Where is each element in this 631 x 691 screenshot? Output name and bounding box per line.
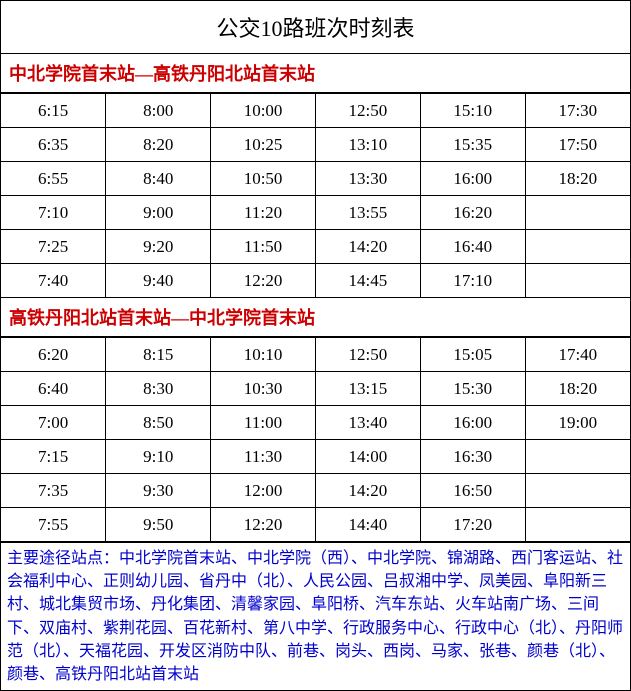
time-row: 7:159:1011:3014:0016:30	[1, 440, 630, 474]
time-cell: 6:40	[1, 372, 106, 406]
time-cell: 11:50	[211, 230, 316, 264]
time-cell: 13:30	[315, 162, 420, 196]
time-cell: 16:00	[420, 162, 525, 196]
section-header-inbound: 高铁丹阳北站首末站—中北学院首末站	[1, 298, 630, 337]
time-cell: 11:30	[211, 440, 316, 474]
time-cell	[525, 508, 630, 542]
time-cell: 9:30	[106, 474, 211, 508]
time-cell	[525, 264, 630, 298]
time-cell: 16:00	[420, 406, 525, 440]
time-cell: 14:40	[315, 508, 420, 542]
time-cell: 6:55	[1, 162, 106, 196]
time-cell: 16:20	[420, 196, 525, 230]
time-cell: 12:50	[315, 338, 420, 372]
time-cell: 10:50	[211, 162, 316, 196]
time-cell: 9:20	[106, 230, 211, 264]
time-cell: 19:00	[525, 406, 630, 440]
time-cell	[525, 474, 630, 508]
time-cell: 16:40	[420, 230, 525, 264]
time-cell: 12:20	[211, 264, 316, 298]
time-cell: 12:00	[211, 474, 316, 508]
time-cell: 10:30	[211, 372, 316, 406]
time-cell: 7:35	[1, 474, 106, 508]
time-cell: 11:00	[211, 406, 316, 440]
time-row: 7:008:5011:0013:4016:0019:00	[1, 406, 630, 440]
schedule-container: 公交10路班次时刻表 中北学院首末站—高铁丹阳北站首末站 6:158:0010:…	[0, 0, 631, 691]
time-cell: 15:35	[420, 128, 525, 162]
time-cell: 7:00	[1, 406, 106, 440]
time-cell: 9:00	[106, 196, 211, 230]
time-row: 7:409:4012:2014:4517:10	[1, 264, 630, 298]
time-cell: 17:40	[525, 338, 630, 372]
time-cell: 7:15	[1, 440, 106, 474]
page-title: 公交10路班次时刻表	[1, 1, 630, 54]
time-table-outbound: 6:158:0010:0012:5015:1017:306:358:2010:2…	[1, 93, 630, 298]
time-cell: 17:20	[420, 508, 525, 542]
time-cell: 10:10	[211, 338, 316, 372]
time-cell	[525, 230, 630, 264]
section-header-outbound: 中北学院首末站—高铁丹阳北站首末站	[1, 54, 630, 93]
time-cell: 9:10	[106, 440, 211, 474]
time-cell: 7:25	[1, 230, 106, 264]
time-row: 6:208:1510:1012:5015:0517:40	[1, 338, 630, 372]
time-cell: 8:30	[106, 372, 211, 406]
time-cell: 14:00	[315, 440, 420, 474]
time-cell: 14:45	[315, 264, 420, 298]
time-cell: 14:20	[315, 474, 420, 508]
time-cell: 8:20	[106, 128, 211, 162]
time-cell: 6:15	[1, 94, 106, 128]
time-cell: 14:20	[315, 230, 420, 264]
time-row: 7:559:5012:2014:4017:20	[1, 508, 630, 542]
time-cell: 9:40	[106, 264, 211, 298]
time-cell: 8:50	[106, 406, 211, 440]
time-cell: 6:35	[1, 128, 106, 162]
time-row: 6:158:0010:0012:5015:1017:30	[1, 94, 630, 128]
time-cell	[525, 440, 630, 474]
time-cell: 16:50	[420, 474, 525, 508]
time-cell	[525, 196, 630, 230]
time-cell: 17:30	[525, 94, 630, 128]
time-row: 7:359:3012:0014:2016:50	[1, 474, 630, 508]
time-cell: 8:15	[106, 338, 211, 372]
time-row: 7:109:0011:2013:5516:20	[1, 196, 630, 230]
time-row: 7:259:2011:5014:2016:40	[1, 230, 630, 264]
time-cell: 13:15	[315, 372, 420, 406]
time-cell: 7:40	[1, 264, 106, 298]
time-cell: 17:10	[420, 264, 525, 298]
time-cell: 13:40	[315, 406, 420, 440]
time-cell: 6:20	[1, 338, 106, 372]
time-cell: 10:25	[211, 128, 316, 162]
time-cell: 16:30	[420, 440, 525, 474]
time-cell: 10:00	[211, 94, 316, 128]
time-cell: 18:20	[525, 372, 630, 406]
time-cell: 11:20	[211, 196, 316, 230]
time-row: 6:358:2010:2513:1015:3517:50	[1, 128, 630, 162]
time-cell: 8:40	[106, 162, 211, 196]
time-cell: 9:50	[106, 508, 211, 542]
time-cell: 7:10	[1, 196, 106, 230]
time-cell: 12:20	[211, 508, 316, 542]
time-cell: 15:10	[420, 94, 525, 128]
time-cell: 8:00	[106, 94, 211, 128]
time-cell: 17:50	[525, 128, 630, 162]
time-row: 6:408:3010:3013:1515:3018:20	[1, 372, 630, 406]
time-cell: 18:20	[525, 162, 630, 196]
time-cell: 15:30	[420, 372, 525, 406]
time-table-inbound: 6:208:1510:1012:5015:0517:406:408:3010:3…	[1, 337, 630, 542]
time-cell: 12:50	[315, 94, 420, 128]
time-cell: 7:55	[1, 508, 106, 542]
stops-footnote: 主要途径站点：中北学院首末站、中北学院（西）、中北学院、锦湖路、西门客运站、社会…	[1, 542, 630, 690]
time-cell: 13:55	[315, 196, 420, 230]
time-cell: 15:05	[420, 338, 525, 372]
time-cell: 13:10	[315, 128, 420, 162]
time-row: 6:558:4010:5013:3016:0018:20	[1, 162, 630, 196]
